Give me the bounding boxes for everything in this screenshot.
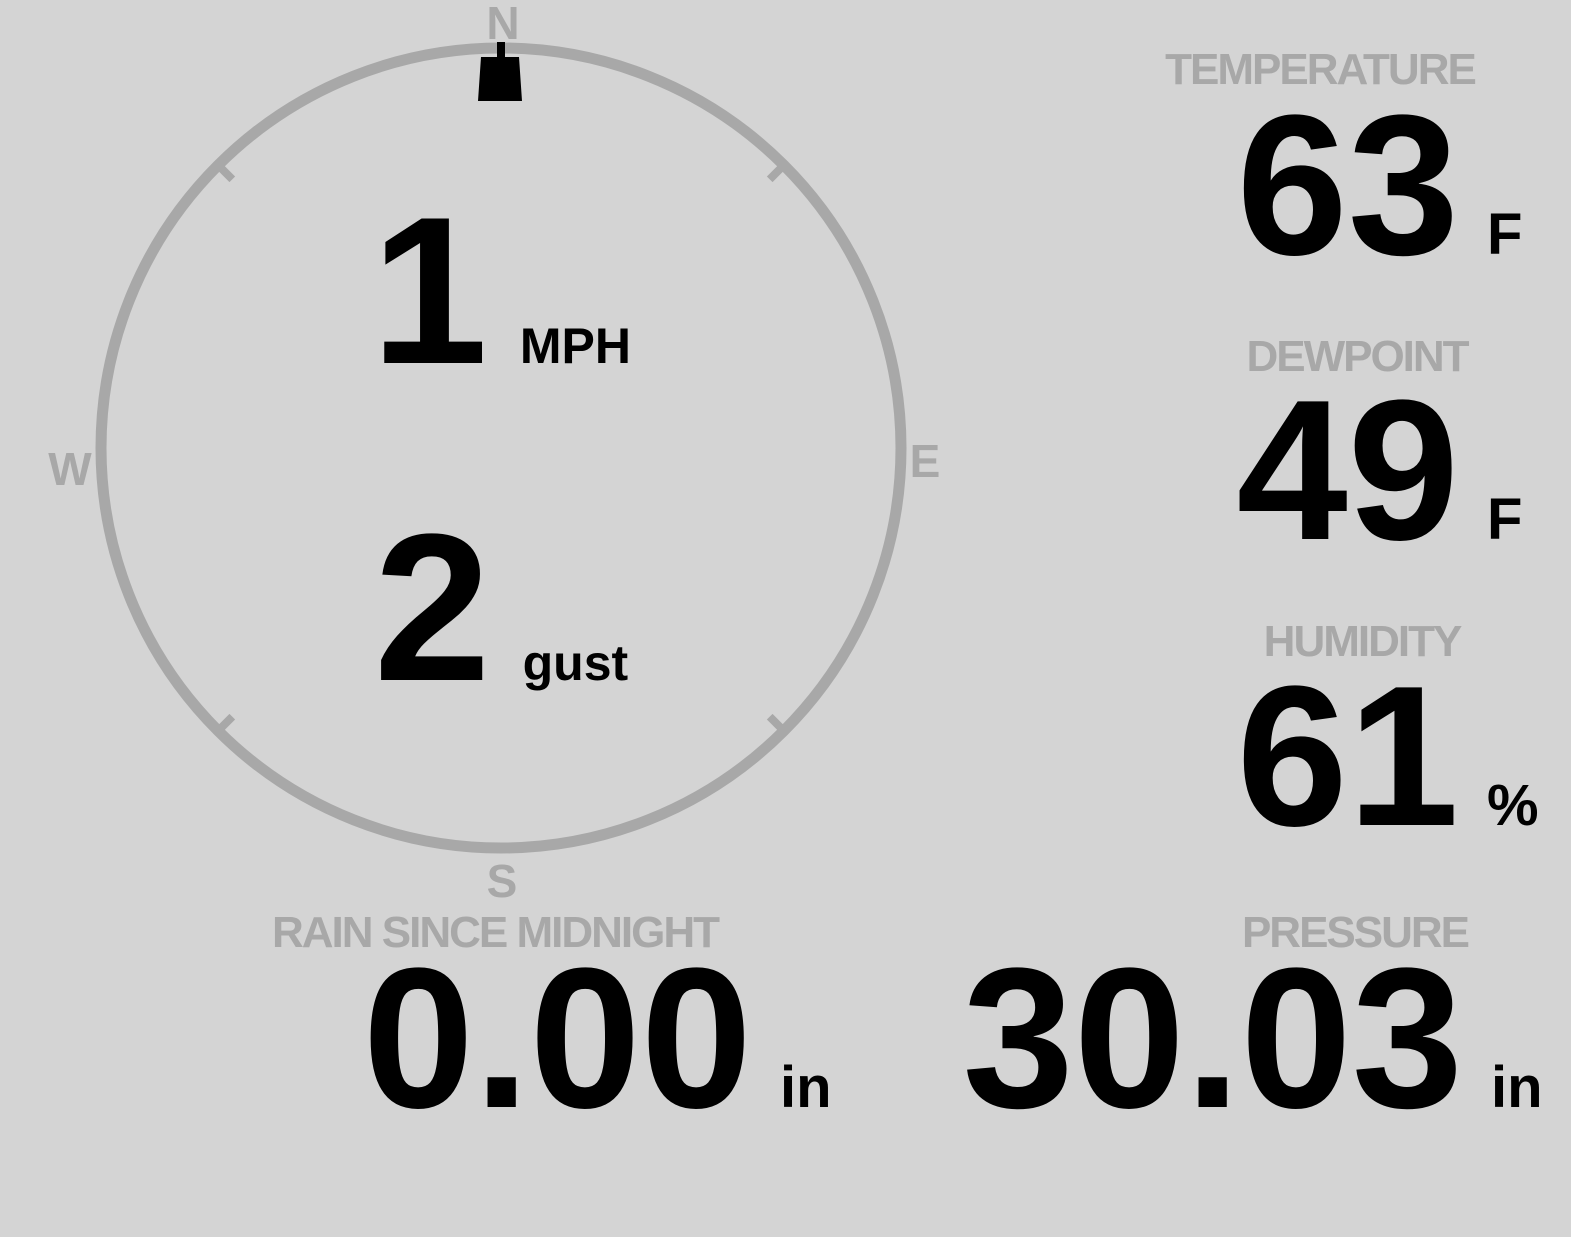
dewpoint-unit: F: [1487, 487, 1523, 552]
compass-label-west: W: [48, 443, 92, 495]
wind-direction-pointer-icon: [478, 42, 522, 101]
dewpoint-value: 49: [1236, 359, 1459, 582]
humidity-label: HUMIDITY: [1263, 617, 1463, 666]
wind-speed-unit: MPH: [519, 318, 631, 374]
pressure-label: PRESSURE: [1241, 908, 1470, 957]
dewpoint-label: DEWPOINT: [1246, 332, 1469, 381]
compass-tick-se-icon: [766, 713, 790, 737]
compass-tick-sw-icon: [212, 713, 236, 737]
rain-since-midnight-readout: 0.00 in: [140, 939, 875, 1139]
pressure-readout: 30.03 in: [860, 939, 1571, 1139]
compass-label-east: E: [909, 435, 941, 487]
dewpoint-readout: 49 F: [900, 371, 1571, 571]
humidity-value: 61: [1236, 645, 1459, 868]
rain-since-midnight-label: RAIN SINCE MIDNIGHT: [272, 908, 720, 957]
temperature-unit: F: [1487, 202, 1523, 267]
wind-gust-readout: 2 gust: [1, 503, 1001, 713]
wind-speed-readout: 1 MPH: [1, 186, 1001, 396]
humidity-readout: 61 %: [900, 657, 1571, 857]
pressure-value: 30.03: [962, 927, 1464, 1150]
wind-gust-unit: gust: [522, 635, 629, 691]
compass-label-south: S: [486, 855, 518, 907]
wind-speed-value: 1: [371, 173, 488, 408]
pressure-unit: in: [1491, 1055, 1543, 1120]
compass-tick-nw-icon: [212, 159, 236, 183]
temperature-readout: 63 F: [900, 86, 1571, 286]
humidity-unit: %: [1487, 773, 1539, 838]
temperature-value: 63: [1236, 74, 1459, 297]
temperature-label: TEMPERATURE: [1165, 45, 1477, 94]
rain-since-midnight-value: 0.00: [362, 927, 752, 1150]
rain-since-midnight-unit: in: [780, 1055, 832, 1120]
compass-tick-ne-icon: [766, 159, 790, 183]
compass-label-north: N: [486, 0, 520, 49]
wind-gust-value: 2: [373, 490, 491, 725]
wind-compass-graphic: [95, 42, 907, 854]
